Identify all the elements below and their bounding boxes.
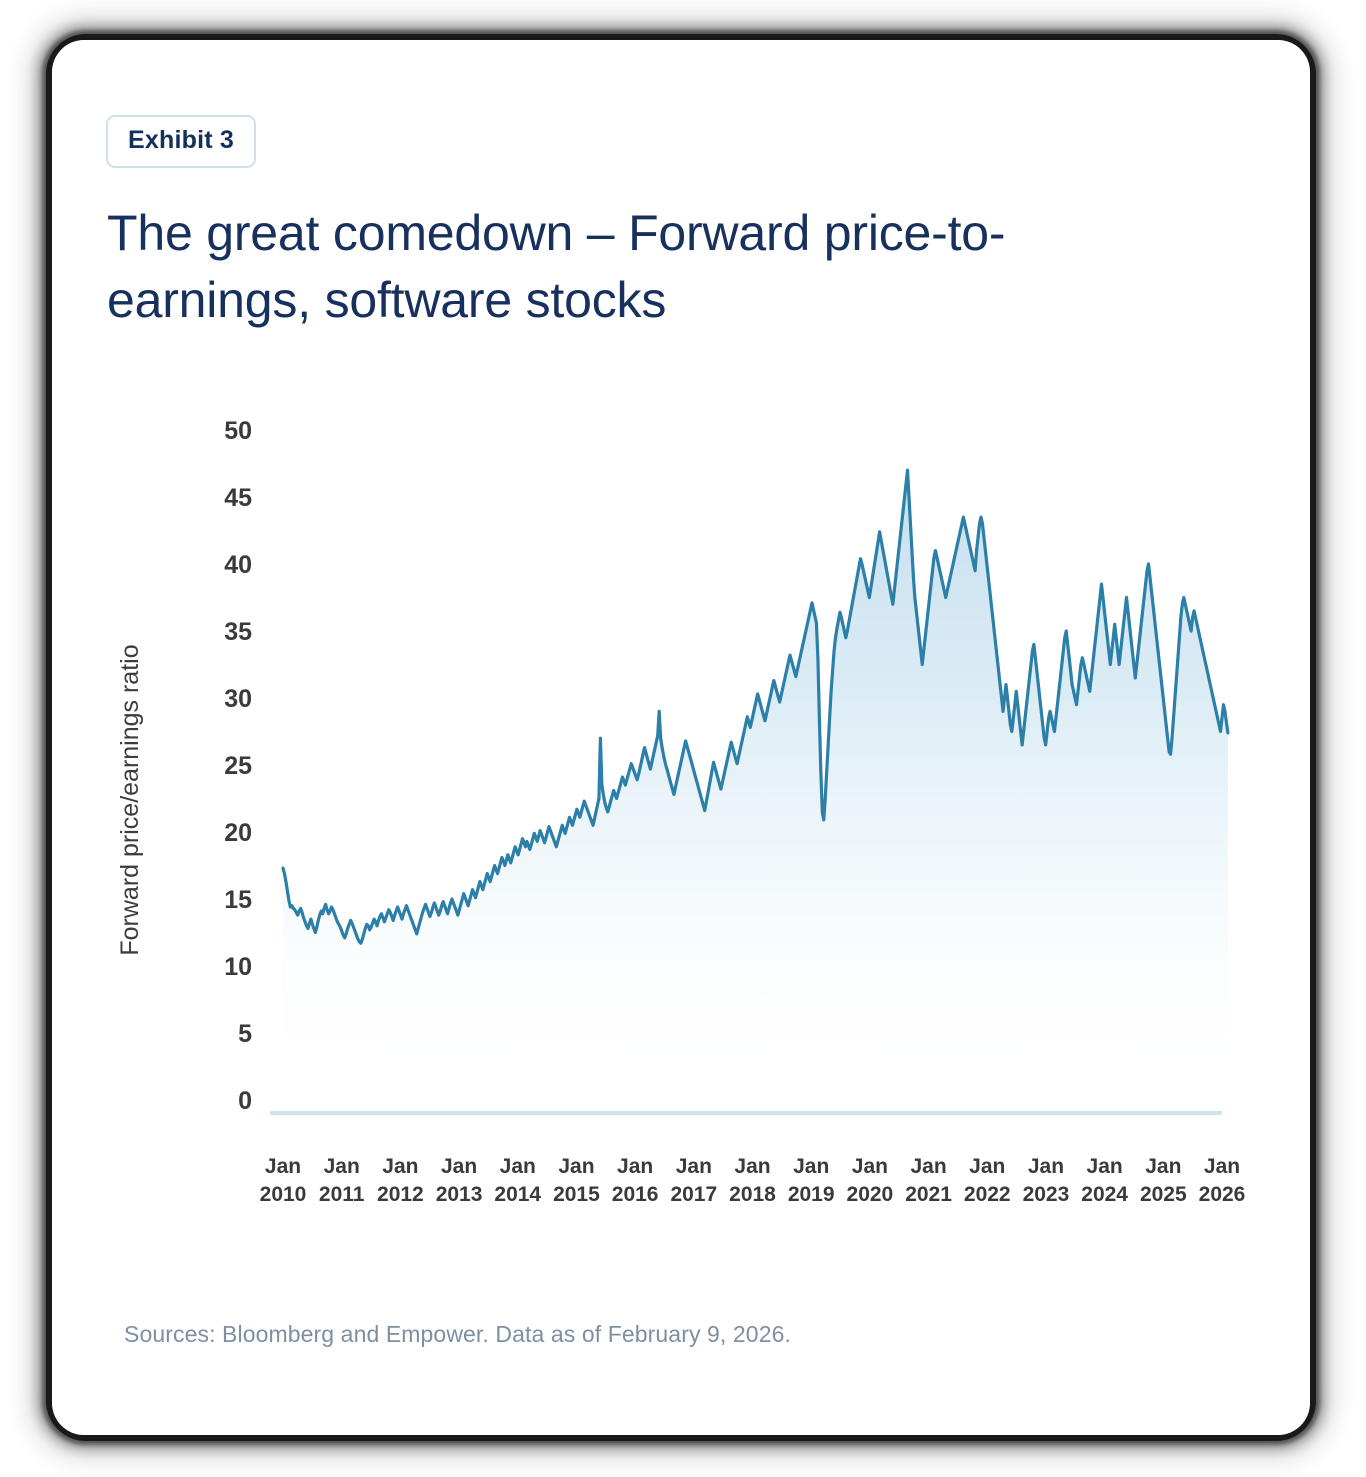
y-tick-30: 30 <box>224 685 252 713</box>
x-tick-month-2017: Jan <box>676 1155 712 1178</box>
x-tick-month-2021: Jan <box>910 1155 946 1178</box>
x-tick-2010: Jan 2010 <box>260 1155 307 1206</box>
y-tick-50: 50 <box>224 417 252 445</box>
x-tick-year-2015: 2015 <box>553 1183 600 1206</box>
x-tick-month-2012: Jan <box>382 1155 418 1178</box>
x-tick-month-2010: Jan <box>265 1155 301 1178</box>
x-tick-year-2014: 2014 <box>494 1183 541 1206</box>
exhibit-badge-label: Exhibit 3 <box>128 126 234 154</box>
x-tick-2013: Jan 2013 <box>436 1155 483 1206</box>
y-tick-10: 10 <box>224 953 252 981</box>
y-tick-25: 25 <box>224 752 252 780</box>
x-tick-year-2026: 2026 <box>1199 1183 1246 1206</box>
x-tick-2012: Jan 2012 <box>377 1155 424 1206</box>
x-tick-year-2022: 2022 <box>964 1183 1011 1206</box>
x-tick-year-2013: 2013 <box>436 1183 483 1206</box>
x-tick-month-2016: Jan <box>617 1155 653 1178</box>
x-tick-year-2018: 2018 <box>729 1183 776 1206</box>
x-tick-month-2026: Jan <box>1204 1155 1240 1178</box>
chart-plot-area: 0 5 10 15 20 25 30 35 40 45 50 Forward price/earni… <box>52 40 1310 1435</box>
x-tick-year-2016: 2016 <box>612 1183 659 1206</box>
x-tick-month-2011: Jan <box>324 1155 360 1178</box>
x-tick-month-2019: Jan <box>793 1155 829 1178</box>
source-note: Sources: Bloomberg and Empower. Data as … <box>124 1321 791 1347</box>
x-tick-2023: Jan 2023 <box>1023 1155 1070 1206</box>
y-tick-5: 5 <box>238 1020 252 1048</box>
x-tick-year-2010: 2010 <box>260 1183 307 1206</box>
x-tick-2020: Jan 2020 <box>847 1155 894 1206</box>
y-tick-20: 20 <box>224 819 252 847</box>
x-tick-2025: Jan 2025 <box>1140 1155 1187 1206</box>
x-tick-year-2011: 2011 <box>319 1183 365 1206</box>
x-tick-year-2019: 2019 <box>788 1183 835 1206</box>
x-tick-month-2015: Jan <box>558 1155 594 1178</box>
x-tick-month-2024: Jan <box>1087 1155 1123 1178</box>
y-tick-35: 35 <box>224 618 252 646</box>
x-tick-year-2020: 2020 <box>847 1183 894 1206</box>
x-tick-year-2017: 2017 <box>670 1183 717 1206</box>
x-tick-year-2021: 2021 <box>905 1183 952 1206</box>
x-tick-month-2018: Jan <box>734 1155 770 1178</box>
x-tick-month-2013: Jan <box>441 1155 477 1178</box>
data-line-forward-pe <box>281 468 1230 945</box>
x-tick-2022: Jan 2022 <box>964 1155 1011 1206</box>
y-tick-40: 40 <box>224 551 252 579</box>
x-tick-2015: Jan 2015 <box>553 1155 600 1206</box>
x-tick-2017: Jan 2017 <box>670 1155 717 1206</box>
x-tick-year-2023: 2023 <box>1023 1183 1070 1206</box>
exhibit-card: Exhibit 3 The great comedown – Forward p… <box>52 40 1310 1435</box>
page-title: The great comedown – Forward price-to-ea… <box>107 205 1006 328</box>
y-tick-45: 45 <box>224 484 252 512</box>
area-fill <box>283 470 1228 1100</box>
x-tick-2024: Jan 2024 <box>1081 1155 1128 1206</box>
exhibit-badge: Exhibit 3 <box>106 115 256 168</box>
x-tick-month-2023: Jan <box>1028 1155 1064 1178</box>
x-tick-year-2012: 2012 <box>377 1183 424 1206</box>
y-tick-0: 0 <box>238 1087 252 1115</box>
x-tick-month-2025: Jan <box>1145 1155 1181 1178</box>
y-axis-title: Forward price/earnings ratio <box>116 644 144 955</box>
x-tick-month-2020: Jan <box>852 1155 888 1178</box>
x-axis-tick-labels: Jan 2010 Jan 2011 Jan 2012 Jan 2013 Jan 2014 Jan 20… <box>260 1155 1246 1206</box>
x-tick-2016: Jan 2016 <box>612 1155 659 1206</box>
x-tick-2014: Jan 2014 <box>494 1155 541 1206</box>
x-tick-month-2022: Jan <box>969 1155 1005 1178</box>
x-tick-month-2014: Jan <box>500 1155 536 1178</box>
y-tick-15: 15 <box>224 886 252 914</box>
x-tick-year-2024: 2024 <box>1081 1183 1128 1206</box>
x-tick-2021: Jan 2021 <box>905 1155 952 1206</box>
x-tick-2018: Jan 2018 <box>729 1155 776 1206</box>
x-tick-2011: Jan 2011 <box>319 1155 365 1206</box>
x-tick-2026: Jan 2026 <box>1199 1155 1246 1206</box>
y-axis-tick-labels: 0 5 10 15 20 25 30 35 40 45 50 <box>224 417 252 1115</box>
x-tick-year-2025: 2025 <box>1140 1183 1187 1206</box>
x-tick-2019: Jan 2019 <box>788 1155 835 1206</box>
